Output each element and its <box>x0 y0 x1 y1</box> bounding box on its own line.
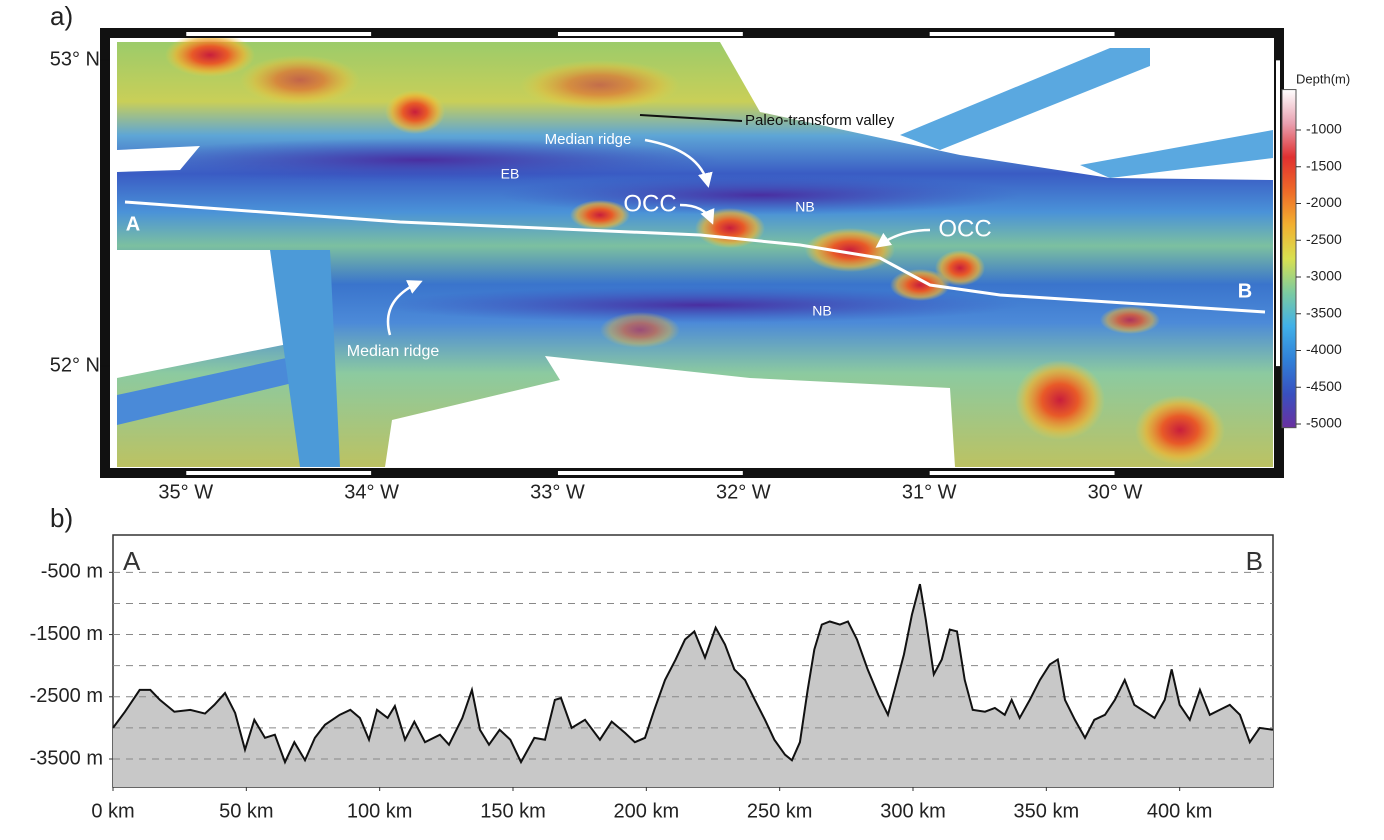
x-tick-label: 300 km <box>880 800 946 822</box>
x-tick-label: 350 km <box>1014 800 1080 822</box>
frame-segment <box>929 471 1115 475</box>
annotation: NB <box>795 199 814 215</box>
y-tick-label: -500 m <box>41 561 103 583</box>
annotation: A <box>126 213 140 235</box>
y-tick-label: -2500 m <box>30 685 103 707</box>
colorbar-title: Depth(m) <box>1296 71 1350 86</box>
annotation: Median ridge <box>347 343 440 360</box>
x-tick-label: 33° W <box>530 481 585 503</box>
colorbar-tick-label: -3000 <box>1306 268 1342 284</box>
figure: a) 35° W 34° W 33° W 32° W 31° W 30° W 52° N 53°… <box>0 0 1384 835</box>
frame-segment <box>186 471 372 475</box>
annotation: OCC <box>623 190 676 217</box>
page: a) 35° W 34° W 33° W 32° W 31° W 30° W 52° N 53°… <box>0 0 1384 835</box>
map-image <box>117 33 1273 467</box>
x-tick-label: 100 km <box>347 800 413 822</box>
y-tick-label: 53° N <box>50 49 100 71</box>
x-tick-label: 34° W <box>344 481 399 503</box>
y-tick-label: 52° N <box>50 354 100 376</box>
x-tick-label: 150 km <box>480 800 546 822</box>
colorbar-tick-label: -1000 <box>1306 121 1342 137</box>
annotation: Paleo-transform valley <box>745 112 895 129</box>
profile-endpoint: B <box>1246 546 1263 576</box>
x-tick-label: 35° W <box>158 481 213 503</box>
frame-segment <box>929 32 1115 36</box>
profile-endpoint: A <box>123 546 141 576</box>
x-tick-label: 31° W <box>902 481 957 503</box>
x-tick-label: 30° W <box>1088 481 1143 503</box>
x-tick-label: 0 km <box>91 800 134 822</box>
panel-label: a) <box>50 1 73 31</box>
annotation: B <box>1238 280 1252 302</box>
colorbar-tick-label: -5000 <box>1306 415 1342 431</box>
colorbar-tick-label: -2500 <box>1306 231 1342 247</box>
colorbar <box>1282 90 1296 428</box>
annotation: NB <box>812 303 831 319</box>
frame-segment <box>557 471 743 475</box>
annotation: EB <box>501 166 520 182</box>
frame-segment <box>1276 60 1280 366</box>
panel-label: b) <box>50 503 73 533</box>
x-tick-label: 400 km <box>1147 800 1213 822</box>
y-tick-label: -1500 m <box>30 623 103 645</box>
colorbar-tick-label: -4000 <box>1306 341 1342 357</box>
colorbar-tick-label: -3500 <box>1306 304 1342 320</box>
frame-segment <box>186 32 372 36</box>
colorbar-tick-label: -1500 <box>1306 157 1342 173</box>
annotation: Median ridge <box>545 131 632 148</box>
x-tick-label: 50 km <box>219 800 273 822</box>
colorbar-tick-label: -2000 <box>1306 194 1342 210</box>
x-tick-label: 32° W <box>716 481 771 503</box>
y-tick-label: -3500 m <box>30 747 103 769</box>
x-tick-label: 200 km <box>614 800 680 822</box>
frame-segment <box>557 32 743 36</box>
annotation: OCC <box>938 215 991 242</box>
colorbar-tick-label: -4500 <box>1306 378 1342 394</box>
x-tick-label: 250 km <box>747 800 813 822</box>
